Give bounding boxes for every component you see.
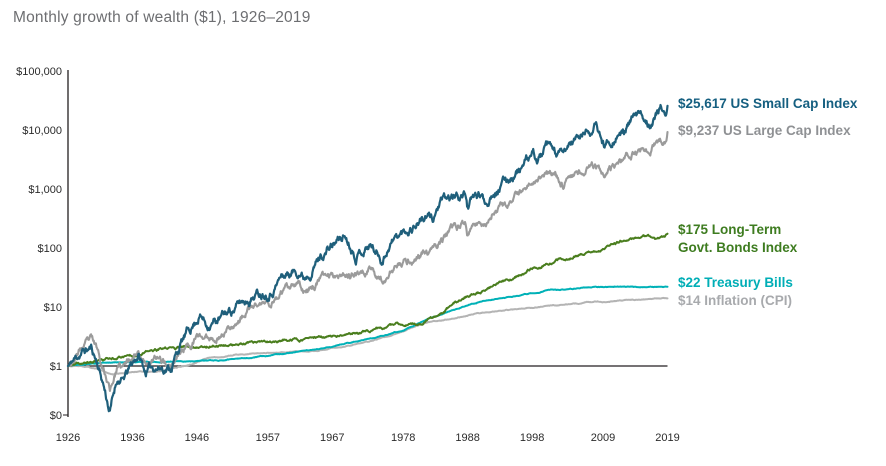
series-line-treasury-bills bbox=[67, 285, 669, 367]
x-tick-label: 2019 bbox=[655, 432, 679, 444]
label-long-term-govt-bonds-index: $175 Long-Term Govt. Bonds Index bbox=[678, 221, 797, 257]
label-inflation-cpi: $14 Inflation (CPI) bbox=[678, 292, 792, 310]
label-line: $9,237 US Large Cap Index bbox=[678, 123, 851, 138]
y-tick-label: $100 bbox=[38, 243, 62, 255]
x-tick-label: 1926 bbox=[56, 432, 80, 444]
series-line-us-small-cap-index bbox=[66, 103, 669, 413]
x-tick-label: 1978 bbox=[391, 432, 415, 444]
x-tick-label: 1957 bbox=[256, 432, 280, 444]
y-tick-label: $1 bbox=[50, 361, 62, 373]
series-line-us-large-cap-index bbox=[66, 130, 669, 392]
x-tick-label: 1936 bbox=[120, 432, 144, 444]
label-line: $175 Long-Term bbox=[678, 222, 782, 237]
label-line: Govt. Bonds Index bbox=[678, 240, 798, 255]
series-line-long-term-govt-bonds-index bbox=[67, 232, 669, 367]
label-us-large-cap-index: $9,237 US Large Cap Index bbox=[678, 122, 851, 140]
x-tick-label: 1998 bbox=[520, 432, 544, 444]
chart-title: Monthly growth of wealth ($1), 1926–2019 bbox=[13, 9, 311, 26]
x-tick-label: 2009 bbox=[591, 432, 615, 444]
x-tick-label: 1946 bbox=[185, 432, 209, 444]
y-tick-label: $1,000 bbox=[28, 184, 62, 196]
label-line: $22 Treasury Bills bbox=[678, 275, 793, 290]
y-tick-label: $10 bbox=[44, 302, 62, 314]
x-tick-label: 1988 bbox=[455, 432, 479, 444]
label-line: $25,617 US Small Cap Index bbox=[678, 96, 858, 111]
label-us-small-cap-index: $25,617 US Small Cap Index bbox=[678, 95, 857, 113]
x-tick-label: 1967 bbox=[320, 432, 344, 444]
label-treasury-bills: $22 Treasury Bills bbox=[678, 274, 793, 292]
label-line: $14 Inflation (CPI) bbox=[678, 293, 793, 308]
y-tick-label: $0 bbox=[50, 410, 62, 422]
y-tick-label: $10,000 bbox=[22, 125, 62, 137]
y-tick-label: $100,000 bbox=[16, 66, 62, 78]
